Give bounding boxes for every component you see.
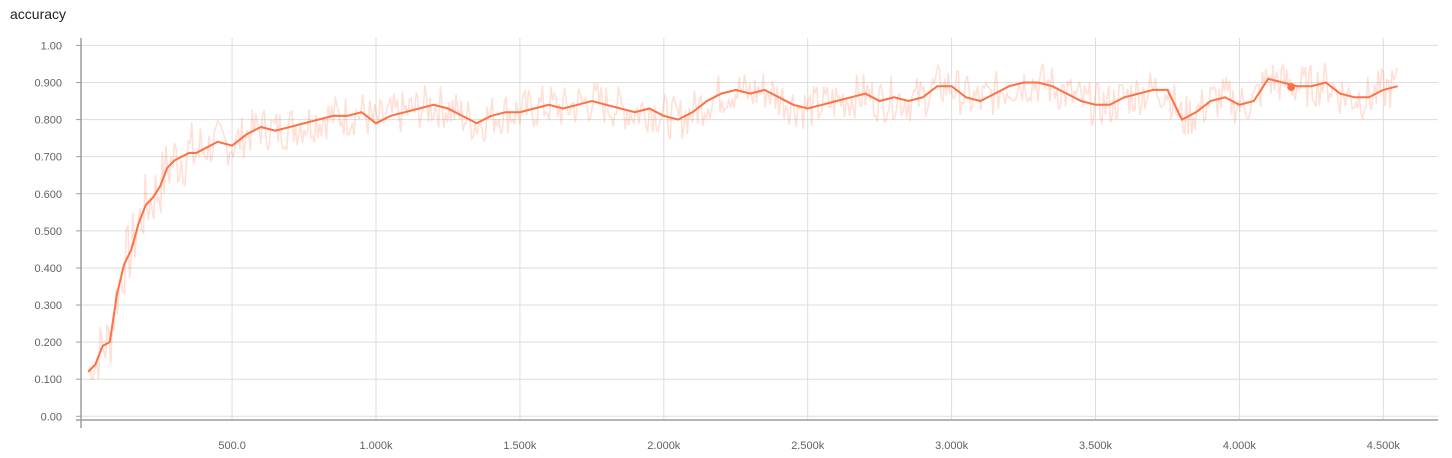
- y-tick-label: 0.00: [41, 411, 62, 423]
- y-tick-label: 0.800: [34, 115, 62, 127]
- y-tick-label: 0.300: [34, 300, 62, 312]
- axes: [76, 38, 1438, 428]
- x-tick-label: 4.000k: [1223, 440, 1257, 452]
- y-tick-label: 0.900: [34, 78, 62, 90]
- highlight-point: [1287, 82, 1296, 91]
- grid-lines: [81, 38, 1438, 420]
- y-tick-label: 0.200: [34, 337, 62, 349]
- chart-title: accuracy: [10, 6, 67, 22]
- x-tick-label: 2.000k: [647, 440, 681, 452]
- x-tick-label: 1.500k: [503, 440, 537, 452]
- y-tick-labels: 0.00 0.100 0.200 0.300 0.400 0.500 0.600 0.700 0…: [34, 40, 62, 423]
- x-tick-label: 3.000k: [935, 440, 969, 452]
- smoothed-series-line: [87, 77, 1398, 373]
- raw-series-line: [87, 62, 1398, 380]
- x-tick-label: 2.500k: [791, 440, 825, 452]
- x-tick-labels: 500.0 1.000k 1.500k 2.000k 2.500k 3.000k 3.500…: [218, 440, 1400, 452]
- y-tick-label: 0.700: [34, 152, 62, 164]
- x-tick-label: 4.500k: [1367, 440, 1401, 452]
- x-tick-label: 1.000k: [359, 440, 393, 452]
- x-tick-label: 500.0: [218, 440, 246, 452]
- y-tick-label: 0.100: [34, 374, 62, 386]
- x-tick-label: 3.500k: [1079, 440, 1113, 452]
- y-tick-label: 0.600: [34, 189, 62, 201]
- y-tick-label: 1.00: [41, 40, 62, 52]
- y-tick-label: 0.400: [34, 263, 62, 275]
- y-tick-label: 0.500: [34, 226, 62, 238]
